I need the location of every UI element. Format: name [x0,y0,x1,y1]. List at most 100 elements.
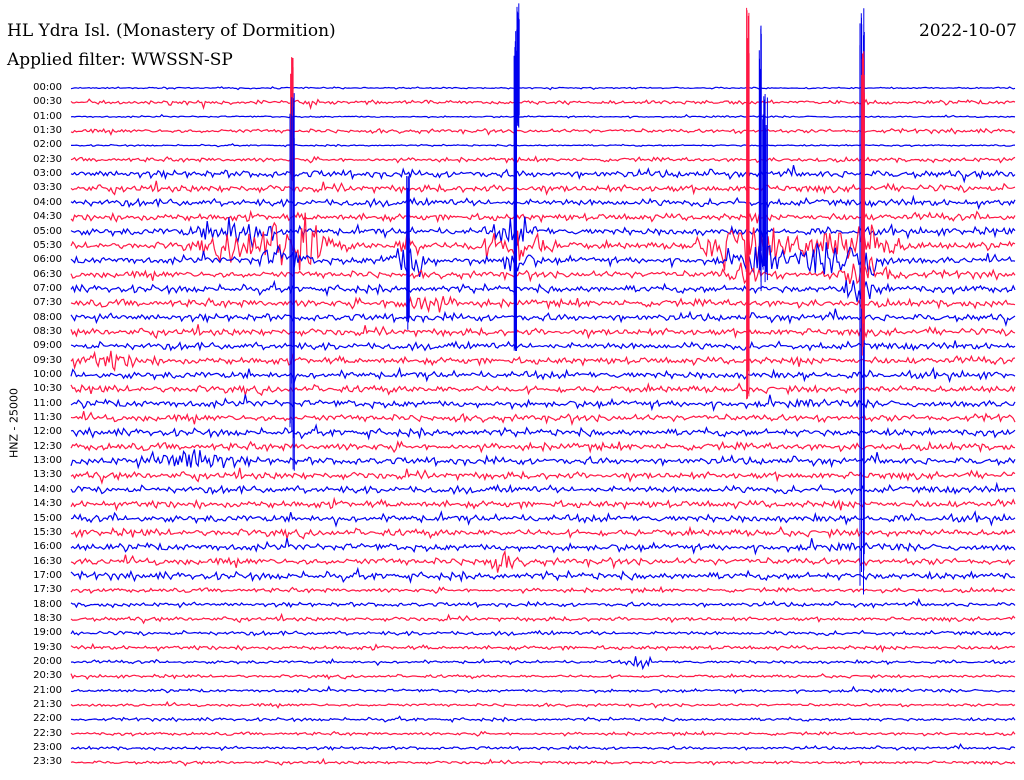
time-label: 00:00 [33,82,62,93]
time-label: 01:00 [33,110,62,122]
seismic-trace [70,440,1016,454]
seismic-trace [70,212,1016,272]
filter-label: Applied filter: WWSSN-SP [7,50,233,70]
time-label: 13:00 [33,455,62,467]
date-label: 2022-10-07 [918,21,1017,41]
time-label: 04:30 [33,211,62,223]
seismic-spike [516,3,520,128]
seismic-trace [70,324,1016,340]
seismic-trace [70,757,1016,767]
seismic-trace [70,86,1016,91]
time-label: 03:30 [33,182,62,194]
seismic-trace [70,98,1016,111]
seismic-trace [70,685,1016,695]
time-label: 07:30 [33,297,62,309]
time-label: 22:00 [33,713,62,725]
seismic-trace [70,423,1016,441]
seismic-trace [70,467,1016,485]
seismic-trace [70,155,1016,164]
time-label: 09:00 [33,340,62,352]
time-label: 11:30 [33,412,62,424]
time-label: 00:30 [33,96,62,108]
seismic-trace [70,366,1016,385]
seismic-trace [70,194,1016,210]
seismic-spike [758,25,762,292]
seismic-trace [70,629,1016,637]
seismic-trace [70,525,1016,541]
seismic-trace [70,566,1016,584]
seismic-trace [70,165,1016,184]
time-label: 18:00 [33,598,62,610]
seismic-trace [70,127,1016,137]
seismic-trace [70,481,1016,496]
time-label: 08:30 [33,325,62,337]
time-label-column: 00:00 00:30 01:00 01:30 02:00 02:30 03:00 03:30… [0,0,68,780]
time-label: 23:30 [33,756,62,768]
time-label: 16:30 [33,555,62,567]
seismic-trace [70,742,1016,752]
seismic-trace [70,242,1016,278]
time-label: 05:00 [33,225,62,237]
time-label: 20:00 [33,656,62,667]
time-label: 04:00 [33,196,62,208]
seismic-trace [70,612,1016,625]
seismic-trace [70,394,1016,413]
time-label: 16:00 [33,541,62,553]
time-label: 23:00 [33,742,62,754]
seismic-trace [70,276,1016,302]
seismic-trace [70,537,1016,556]
time-label: 01:30 [33,125,62,137]
seismic-trace [70,642,1016,653]
time-label: 06:00 [33,254,62,266]
time-label: 14:30 [33,498,62,510]
seismic-trace [70,340,1016,352]
time-label: 02:30 [33,153,62,165]
seismic-spike [406,174,410,330]
seismic-trace [70,700,1016,709]
time-label: 18:30 [33,612,62,624]
seismic-trace [70,382,1016,398]
time-label: 05:30 [33,239,62,251]
seismic-spike [762,94,768,283]
time-label: 17:00 [33,569,62,581]
time-label: 13:30 [33,469,62,481]
time-label: 10:30 [33,383,62,395]
time-label: 07:00 [33,282,62,294]
seismic-trace [70,350,1016,372]
time-label: 22:30 [33,727,62,739]
seismic-trace [70,209,1016,224]
time-label: 10:00 [33,369,62,380]
time-label: 11:00 [33,397,62,409]
time-label: 09:30 [33,354,62,366]
seismic-spike [746,7,750,400]
time-label: 21:30 [33,699,62,711]
time-label: 08:00 [33,311,62,323]
seismic-trace [70,449,1016,470]
time-label: 06:30 [33,268,62,280]
seismic-trace [70,655,1016,671]
seismic-trace [70,295,1016,314]
time-label: 17:30 [33,584,62,596]
time-label: 12:30 [33,440,62,452]
seismic-trace [70,256,1016,285]
seismic-trace [70,673,1016,681]
seismic-trace [70,411,1016,426]
time-label: 20:30 [33,670,62,682]
time-label: 02:00 [33,139,62,151]
time-label: 15:00 [33,512,62,524]
station-title: HL Ydra Isl. (Monastery of Dormition) [7,21,336,41]
seismic-trace [70,496,1016,512]
seismic-spike [861,51,865,356]
seismic-trace [70,308,1016,328]
seismic-trace [70,180,1016,196]
seismic-trace [70,113,1016,119]
time-label: 03:00 [33,168,62,180]
seismic-spike [289,93,295,471]
time-label: 19:30 [33,641,62,653]
seismic-spike [513,31,517,351]
seismic-trace [70,549,1015,573]
seismic-trace [70,585,1016,595]
seismic-trace [70,597,1016,609]
time-label: 21:00 [33,684,62,696]
time-label: 15:30 [33,526,62,538]
